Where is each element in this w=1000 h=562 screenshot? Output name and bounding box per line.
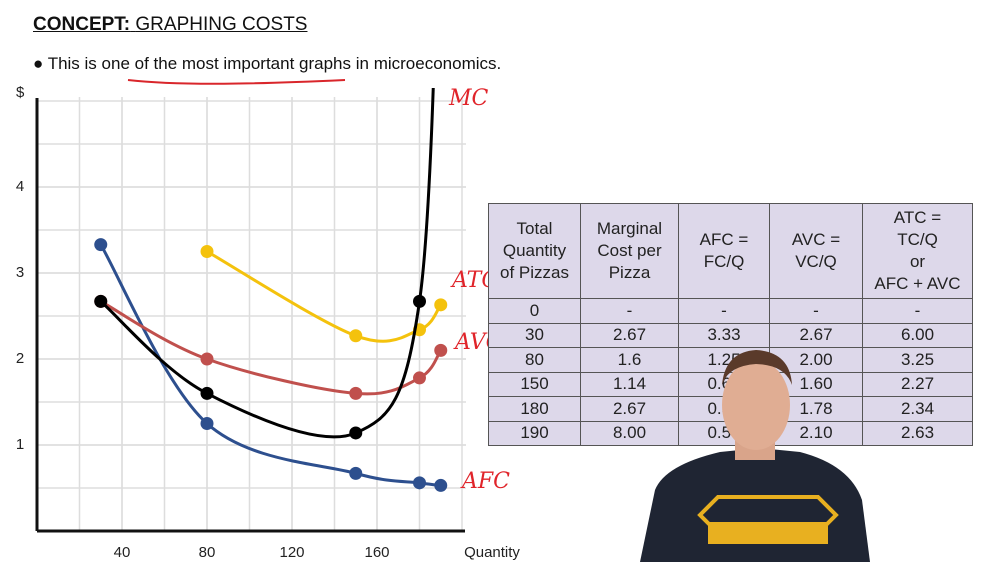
table-cell: 2.63	[862, 420, 973, 446]
table-cell: 1.60	[769, 371, 863, 397]
column-header: AFC = FC/Q	[678, 203, 770, 299]
table-cell: 1.14	[580, 371, 679, 397]
table-cell: 0.67	[678, 371, 770, 397]
header-line: Cost per	[597, 241, 662, 260]
column-header: Marginal Cost per Pizza	[580, 203, 679, 299]
hand-underline	[127, 79, 346, 85]
y-tick-label: 1	[16, 436, 24, 453]
concept-label: CONCEPT:	[33, 14, 131, 35]
bullet-emphasis: one of the most important graphs	[101, 54, 352, 73]
concept-title: GRAPHING COSTS	[135, 14, 308, 35]
header-line: AVC =	[791, 230, 841, 249]
data-point	[413, 294, 426, 308]
table-cell: 0	[488, 298, 581, 324]
table-cell: 3.25	[862, 347, 973, 373]
x-tick-label: 160	[364, 544, 389, 561]
header-line: AFC + AVC	[874, 274, 961, 293]
data-point	[94, 294, 108, 308]
bullet-text: This is	[47, 54, 102, 73]
header-line: FC/Q	[703, 252, 745, 271]
curve-label: AFC	[460, 469, 510, 494]
table-row: 180 2.67 0.56 1.78 2.34	[488, 396, 973, 422]
column-header: AVC = VC/Q	[769, 203, 863, 299]
y-tick-label: 2	[16, 350, 24, 367]
table-row: 150 1.14 0.67 1.60 2.27	[488, 371, 973, 397]
table-cell: 1.6	[580, 347, 679, 373]
cost-table: Total Quantity of Pizzas Marginal Cost per Pi…	[488, 203, 973, 446]
cost-curve	[99, 243, 441, 487]
table-cell: -	[862, 298, 973, 324]
table-cell: 180	[488, 396, 581, 422]
table-cell: 3.33	[678, 322, 770, 348]
header-line: VC/Q	[795, 252, 837, 271]
bullet: ● This is one of the most important grap…	[33, 54, 502, 73]
header-line: TC/Q	[897, 230, 938, 249]
data-point	[349, 426, 363, 440]
bullet-text: in microeconomics.	[351, 54, 502, 73]
table-cell: 0.56	[678, 396, 770, 422]
curve-label: MC	[448, 86, 489, 111]
x-tick-label: 40	[114, 544, 131, 561]
table-cell: 6.00	[862, 322, 973, 348]
y-tick-label: 3	[16, 264, 24, 281]
header-line: ATC =	[893, 208, 942, 227]
data-point	[94, 238, 108, 252]
data-point	[434, 343, 448, 357]
table-cell: -	[678, 298, 770, 324]
table-cell: 2.34	[862, 396, 973, 422]
table-cell: 8.00	[580, 420, 679, 446]
y-axis-label: $	[16, 84, 25, 101]
table-cell: 2.27	[862, 371, 973, 397]
table-cell: 2.67	[580, 396, 679, 422]
y-tick-label: 4	[16, 178, 24, 195]
header-line: Quantity	[502, 241, 567, 260]
concept-header: CONCEPT: GRAPHING COSTS	[33, 14, 307, 36]
data-point	[200, 417, 214, 430]
header-line: Pizza	[608, 263, 651, 282]
x-tick-label: 120	[279, 544, 304, 561]
data-point	[434, 478, 448, 492]
x-axis-label: Quantity	[464, 544, 520, 561]
data-point	[413, 371, 426, 385]
table-cell: 2.67	[580, 322, 679, 348]
data-point	[413, 476, 426, 490]
table-cell: -	[580, 298, 679, 324]
header-line: AFC =	[699, 230, 749, 249]
table-cell: 1.78	[769, 396, 863, 422]
table-cell: 150	[488, 371, 581, 397]
cost-curve	[206, 250, 442, 343]
data-point	[200, 245, 214, 258]
cost-curve	[99, 88, 435, 439]
data-point	[200, 386, 214, 400]
x-tick-label: 80	[199, 544, 216, 561]
table-row: 30 2.67 3.33 2.67 6.00	[488, 322, 973, 348]
data-point	[434, 298, 448, 312]
column-header: ATC = TC/Q or AFC + AVC	[862, 203, 973, 299]
table-cell: 30	[488, 322, 581, 348]
data-point	[349, 466, 363, 480]
header-line: or	[909, 252, 926, 271]
table-cell: 0.53	[678, 420, 770, 446]
header-line: Total	[516, 219, 553, 238]
table-cell: 2.67	[769, 322, 863, 348]
header-line: Marginal	[596, 219, 663, 238]
table-cell: 80	[488, 347, 581, 373]
table-cell: 190	[488, 420, 581, 446]
table-row: 0----	[488, 298, 973, 324]
table-cell: -	[769, 298, 863, 324]
header-line: of Pizzas	[500, 263, 569, 282]
data-point	[349, 386, 363, 400]
table-row: 190 8.00 0.53 2.10 2.63	[488, 420, 973, 446]
data-point	[200, 352, 214, 366]
table-cell: 2.10	[769, 420, 863, 446]
data-point	[349, 329, 363, 343]
column-header: Total Quantity of Pizzas	[488, 203, 581, 299]
table-row: 80 1.6 1.25 2.00 3.25	[488, 347, 973, 373]
table-cell: 2.00	[769, 347, 863, 373]
table-cell: 1.25	[678, 347, 770, 373]
